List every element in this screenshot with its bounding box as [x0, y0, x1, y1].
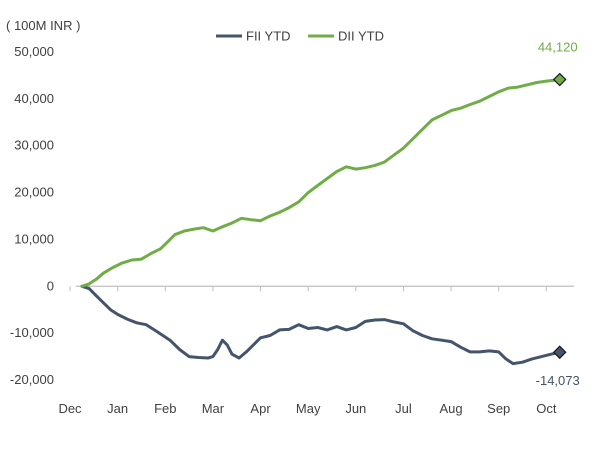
series-layer: -14,073 44,120	[80, 40, 580, 388]
y-tick-label: 10,000	[14, 231, 54, 246]
unit-label: ( 100M INR )	[6, 18, 80, 33]
legend: FII YTD DII YTD	[216, 29, 384, 44]
x-tick-label: May	[296, 401, 321, 416]
y-tick-label: 50,000	[14, 44, 54, 59]
y-axis: 50,000 40,000 30,000 20,000 10,000 0 -10,000 -2…	[10, 44, 574, 387]
y-tick-label: -20,000	[10, 372, 54, 387]
x-tick-label: Feb	[154, 401, 176, 416]
y-tick-label: -10,000	[10, 325, 54, 340]
x-tick-label: Dec	[58, 401, 82, 416]
dii-ytd-series-line	[80, 78, 562, 288]
x-tick-label: Apr	[250, 401, 271, 416]
x-tick-label: Aug	[440, 401, 463, 416]
dii-ytd-end-label: 44,120	[538, 40, 578, 55]
dii-ytd-legend-label: DII YTD	[338, 29, 384, 44]
x-tick-label: Sep	[487, 401, 510, 416]
fii-ytd-legend-label: FII YTD	[246, 29, 291, 44]
x-tick-label: Mar	[202, 401, 225, 416]
x-axis: Dec Jan Feb Mar Apr May Jun Jul Aug Sep Oct	[58, 286, 557, 416]
dii-ytd-end-marker	[552, 72, 567, 87]
y-tick-label: 40,000	[14, 91, 54, 106]
fii-ytd-end-marker	[552, 345, 567, 360]
fii-ytd-series-line	[80, 284, 562, 366]
y-tick-label: 30,000	[14, 138, 54, 153]
x-tick-label: Jan	[107, 401, 128, 416]
x-tick-label: Jun	[345, 401, 366, 416]
x-tick-label: Oct	[536, 401, 557, 416]
y-tick-label: 20,000	[14, 185, 54, 200]
x-tick-label: Jul	[395, 401, 412, 416]
fii-ytd-end-label: -14,073	[536, 373, 580, 388]
y-tick-label: 0	[47, 278, 54, 293]
